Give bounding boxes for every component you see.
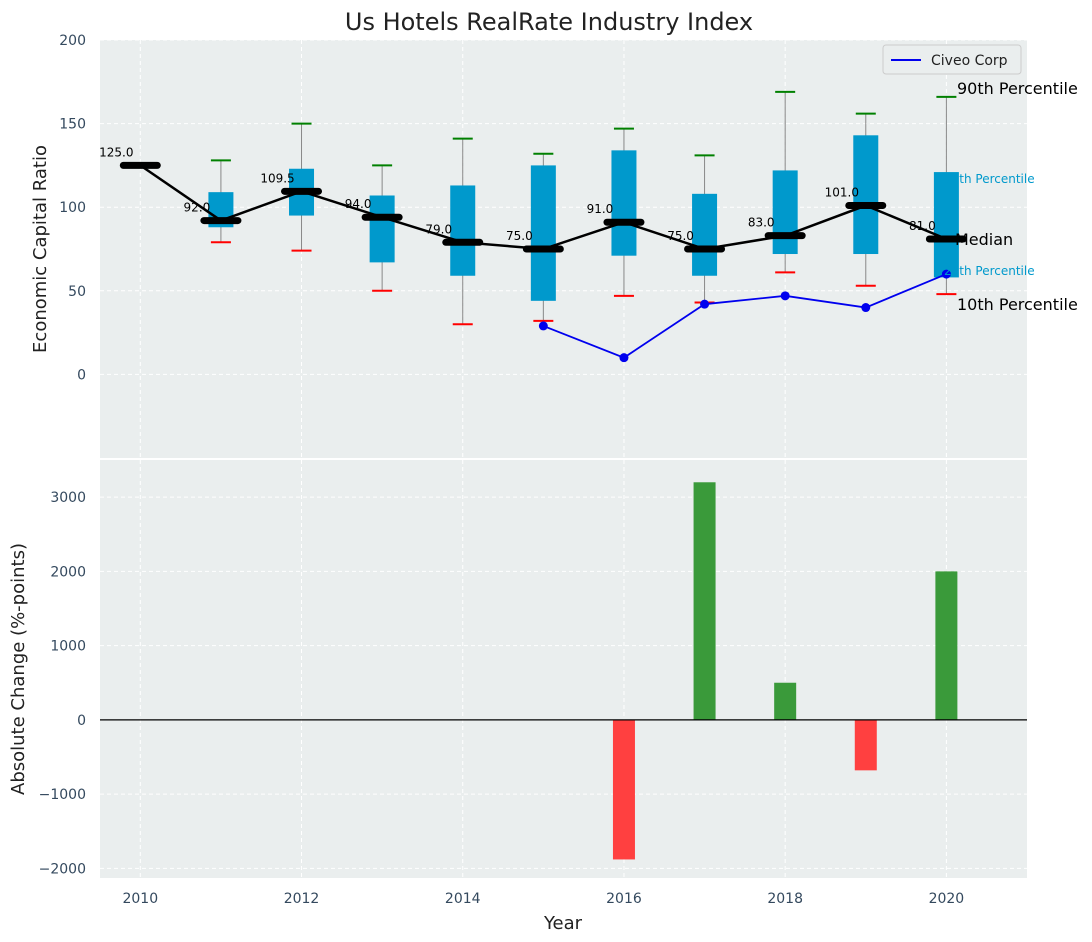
iqr-box <box>530 165 556 301</box>
bottom-y-tick-label: 3000 <box>50 490 86 506</box>
x-tick-label: 2010 <box>122 891 158 907</box>
change-bar <box>854 719 877 771</box>
bottom-y-tick-label: −2000 <box>39 861 86 877</box>
p25-annotation: 25th Percentile <box>944 264 1035 278</box>
median-annotation: Median <box>955 230 1013 249</box>
percentile-annotations: 90th Percentile 75th Percentile Median 2… <box>944 79 1078 314</box>
iqr-box <box>933 172 959 278</box>
top-y-tick-labels: 0 50 100 150 200 <box>59 33 86 383</box>
x-tick-labels: 2010 2012 2014 2016 2018 2020 <box>122 891 964 907</box>
change-bar <box>693 482 716 720</box>
x-tick-label: 2014 <box>445 891 481 907</box>
x-tick-label: 2016 <box>606 891 642 907</box>
top-y-tick-label: 0 <box>77 367 86 383</box>
top-y-tick-label: 200 <box>59 33 86 49</box>
company-point <box>700 299 710 309</box>
company-point <box>941 269 951 279</box>
change-bars <box>612 482 958 860</box>
median-value-label: 92.0 <box>184 201 211 215</box>
iqr-box <box>611 150 637 256</box>
x-axis-label: Year <box>543 913 583 934</box>
bottom-y-tick-label: −1000 <box>39 787 86 803</box>
change-bar <box>774 682 797 720</box>
median-value-label: 79.0 <box>425 222 452 236</box>
median-value-label: 94.0 <box>345 197 372 211</box>
x-tick-label: 2012 <box>284 891 320 907</box>
iqr-box <box>853 135 879 255</box>
top-y-tick-label: 100 <box>59 200 86 216</box>
bottom-gridlines <box>100 460 1027 878</box>
p90-annotation: 90th Percentile <box>957 79 1078 98</box>
median-value-label: 75.0 <box>667 229 694 243</box>
chart-title: Us Hotels RealRate Industry Index <box>345 8 753 36</box>
company-point <box>619 353 629 363</box>
top-y-tick-label: 150 <box>59 117 86 133</box>
company-series <box>538 269 951 363</box>
bottom-y-tick-labels: −2000 −1000 0 1000 2000 3000 <box>39 490 86 877</box>
iqr-box <box>369 195 395 263</box>
iqr-box <box>692 193 718 276</box>
legend-label-company: Civeo Corp <box>931 53 1008 69</box>
p10-annotation: 10th Percentile <box>957 295 1078 314</box>
bottom-y-tick-label: 2000 <box>50 564 86 580</box>
company-point <box>538 321 548 331</box>
bottom-panel-background <box>100 460 1027 878</box>
company-line <box>543 273 947 359</box>
company-point <box>861 303 871 313</box>
company-point <box>780 291 790 301</box>
bottom-chart-panel: −2000 −1000 0 1000 2000 3000 2010 2012 2014 2016… <box>8 460 1027 934</box>
median-value-labels: 125.0 92.0 109.5 94.0 79.0 75.0 91.0 75.0 83.0 10… <box>99 145 936 243</box>
median-value-label: 83.0 <box>748 216 775 230</box>
bottom-y-tick-label: 1000 <box>50 639 86 655</box>
iqr-box <box>772 170 798 255</box>
x-tick-label: 2018 <box>767 891 803 907</box>
median-value-label: 91.0 <box>587 202 614 216</box>
top-y-axis-label: Economic Capital Ratio <box>30 145 51 353</box>
bottom-y-axis-label: Absolute Change (%-points) <box>8 543 29 795</box>
median-value-label: 109.5 <box>260 171 294 185</box>
legend: Civeo Corp <box>882 44 1022 75</box>
legend-box <box>882 44 1022 75</box>
change-bar <box>935 571 958 720</box>
bottom-y-tick-label: 0 <box>77 713 86 729</box>
median-value-label: 75.0 <box>506 229 533 243</box>
top-y-tick-label: 50 <box>68 284 86 300</box>
change-bar <box>612 719 635 860</box>
x-tick-label: 2020 <box>929 891 965 907</box>
median-value-label: 101.0 <box>825 186 859 200</box>
p75-annotation: 75th Percentile <box>944 172 1035 186</box>
median-value-label: 81.0 <box>909 219 936 233</box>
top-chart-panel: 0 50 100 150 200 125.0 92.0 109.5 94.0 79.0 75.0 9… <box>30 33 1078 458</box>
iqr-box <box>450 185 476 276</box>
median-marks <box>119 161 967 253</box>
median-value-label: 125.0 <box>99 145 133 159</box>
